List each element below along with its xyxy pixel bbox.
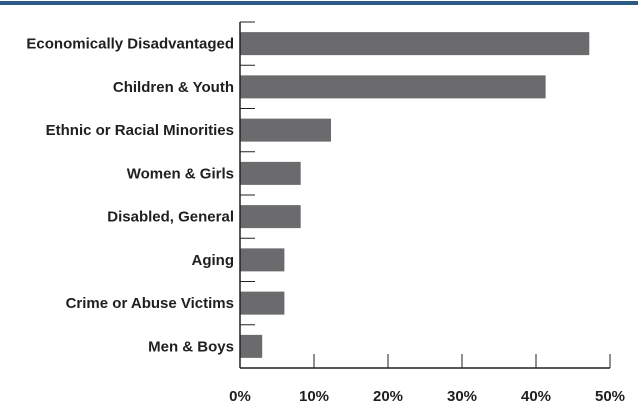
category-labels-group: Economically Disadvantaged Children & You… [26, 36, 234, 356]
bar-crime-or-abuse-victims [240, 291, 285, 315]
category-label-disabled-general: Disabled, General [107, 209, 234, 226]
bar-economically-disadvantaged [240, 32, 590, 56]
x-tick-label: 20% [373, 388, 403, 405]
x-tick-label: 0% [229, 388, 251, 405]
bar-aging [240, 248, 285, 272]
x-tick-label: 40% [521, 388, 551, 405]
category-label-aging: Aging [192, 252, 235, 269]
category-label-men-and-boys: Men & Boys [148, 338, 234, 355]
category-label-economically-disadvantaged: Economically Disadvantaged [26, 36, 234, 53]
bar-disabled-general [240, 205, 301, 229]
x-tick-label: 50% [595, 388, 625, 405]
category-label-ethnic-or-racial-minorities: Ethnic or Racial Minorities [46, 122, 234, 139]
bars-group [240, 32, 590, 358]
category-label-children-and-youth: Children & Youth [113, 79, 234, 96]
bar-ethnic-or-racial-minorities [240, 118, 332, 142]
x-tick-label: 10% [299, 388, 329, 405]
bar-children-and-youth [240, 75, 546, 99]
category-label-women-and-girls: Women & Girls [127, 165, 234, 182]
category-label-crime-or-abuse-victims: Crime or Abuse Victims [66, 295, 234, 312]
x-tick-labels-group: 0% 10% 20% 30% 40% 50% [229, 388, 625, 405]
axes-group [239, 21, 611, 369]
x-tick-label: 30% [447, 388, 477, 405]
bar-men-and-boys [240, 334, 263, 358]
bar-women-and-girls [240, 161, 301, 185]
